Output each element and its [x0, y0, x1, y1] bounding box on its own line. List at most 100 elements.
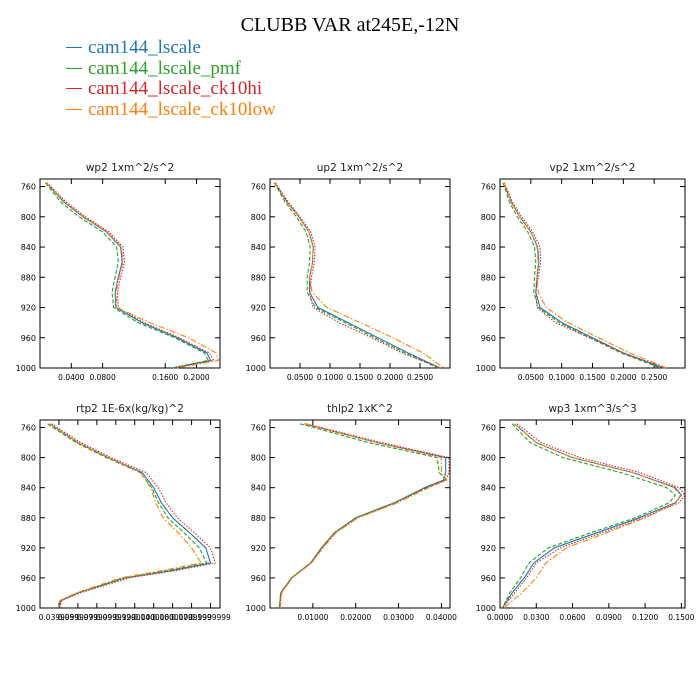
y-tick-label: 800	[481, 454, 496, 463]
y-tick-label: 800	[21, 213, 36, 222]
chart-title: vp2 1xm^2/s^2	[550, 162, 636, 174]
y-tick-label: 840	[21, 243, 36, 252]
x-tick-label: 0.04000	[426, 613, 457, 622]
legend: cam144_lscale cam144_lscale_pmf cam144_l…	[66, 37, 276, 121]
y-tick-label: 1000	[16, 364, 36, 373]
y-tick-label: 760	[481, 183, 496, 192]
x-tick-label: 0.1999999	[190, 613, 231, 622]
y-tick-label: 920	[21, 544, 36, 553]
series-line	[49, 423, 212, 609]
series-line	[279, 423, 448, 609]
series-line	[502, 182, 661, 369]
chart-panel: wp3 1xm^3/s^3 760 800 840 880 920 960 10000.000…	[476, 403, 695, 622]
x-tick-label: 0.0400	[58, 373, 84, 382]
x-tick-label: 0.1200000	[114, 613, 155, 622]
x-tick-label: 0.0799999	[77, 613, 118, 622]
y-tick-label: 840	[481, 243, 496, 252]
series-line	[503, 182, 664, 369]
y-tick-label: 1000	[246, 364, 266, 373]
x-tick-label: 0.0399999	[39, 613, 80, 622]
x-tick-label: 0.1799999	[171, 613, 212, 622]
x-tick-label: 0.1500	[347, 373, 373, 382]
series-line	[46, 182, 215, 369]
y-tick-label: 920	[251, 304, 266, 313]
x-tick-label: 0.2500	[407, 373, 433, 382]
y-tick-label: 760	[21, 183, 36, 192]
series-line	[49, 423, 202, 609]
x-tick-label: 0.0800	[89, 373, 115, 382]
y-tick-label: 760	[21, 424, 36, 433]
y-tick-label: 1000	[476, 364, 496, 373]
series-line	[503, 423, 681, 609]
x-tick-label: 0.0000	[487, 613, 513, 622]
x-tick-label: 0.0300	[523, 613, 549, 622]
legend-swatch	[66, 47, 82, 49]
x-tick-label: 0.1000	[317, 373, 343, 382]
x-tick-label: 0.03000	[383, 613, 414, 622]
y-tick-label: 960	[251, 334, 266, 343]
x-tick-label: 0.02000	[340, 613, 371, 622]
x-tick-label: 0.2500	[641, 373, 667, 382]
x-tick-label: 0.0500	[287, 373, 313, 382]
chart-panel: thlp2 1xK^2 760 800 840 880 920 960 1000 0.01000…	[246, 403, 458, 622]
legend-item: cam144_lscale_pmf	[66, 57, 276, 80]
y-tick-label: 800	[251, 454, 266, 463]
chart-panel: vp2 1xm^2/s^2 760 800 840 880 920 960 1000 0.050…	[476, 162, 686, 382]
plot-frame	[39, 178, 221, 369]
legend-label: cam144_lscale_pmf	[88, 57, 242, 79]
y-tick-label: 840	[21, 484, 36, 493]
page-title: CLUBB VAR at245E,-12N	[240, 14, 460, 36]
legend-item: cam144_lscale_ck10hi	[66, 78, 276, 100]
series-line	[273, 182, 439, 369]
x-tick-label: 0.2000	[377, 373, 403, 382]
y-tick-label: 760	[251, 424, 266, 433]
y-tick-label: 880	[481, 273, 496, 282]
x-tick-label: 0.0600	[559, 613, 585, 622]
y-tick-label: 920	[481, 304, 496, 313]
chart-panel: rtp2 1E-6x(kg/kg)^2 760 800 840 880 920 960 100…	[16, 403, 231, 622]
x-tick-label: 0.1200	[632, 613, 658, 622]
series-line	[501, 423, 682, 609]
plot-frame	[39, 419, 221, 609]
y-tick-label: 960	[481, 334, 496, 343]
y-tick-label: 800	[21, 454, 36, 463]
legend-item: cam144_lscale	[66, 37, 276, 59]
y-tick-label: 960	[481, 574, 496, 583]
y-tick-label: 800	[481, 213, 496, 222]
series-line	[274, 182, 445, 369]
legend-swatch	[66, 108, 82, 110]
y-tick-label: 840	[251, 243, 266, 252]
y-tick-label: 1000	[16, 604, 36, 613]
x-tick-label: 0.1000	[549, 373, 575, 382]
legend-swatch	[66, 88, 82, 90]
plot-frame	[269, 419, 451, 609]
series-line	[503, 182, 666, 369]
y-tick-label: 920	[481, 544, 496, 553]
chart-panel: wp2 1xm^2/s^2 760 800 840 880 920 960 1000 0.040…	[16, 162, 221, 382]
legend-label: cam144_lscale	[88, 37, 201, 58]
y-tick-label: 1000	[246, 604, 266, 613]
series-line	[51, 423, 216, 609]
x-tick-label: 0.2000	[183, 373, 209, 382]
legend-label: cam144_lscale_ck10low	[88, 98, 276, 120]
x-tick-label: 0.01000	[297, 613, 328, 622]
y-tick-label: 960	[21, 574, 36, 583]
series-line	[45, 182, 209, 369]
y-tick-label: 880	[481, 514, 496, 523]
x-tick-label: 0.1600	[152, 373, 178, 382]
chart-title: up2 1xm^2/s^2	[317, 162, 403, 174]
x-tick-label: 0.1500	[668, 613, 694, 622]
chart-title: thlp2 1xK^2	[327, 403, 393, 415]
series-line	[279, 423, 450, 609]
series-line	[274, 182, 442, 369]
legend-swatch	[66, 67, 82, 69]
series-line	[45, 182, 219, 369]
series-line	[501, 423, 676, 609]
x-tick-label: 0.2000	[610, 373, 636, 382]
y-tick-label: 920	[251, 544, 266, 553]
series-line	[47, 423, 208, 609]
legend-label: cam144_lscale_ck10hi	[88, 78, 263, 99]
y-tick-label: 920	[21, 304, 36, 313]
legend-item: cam144_lscale_ck10low	[66, 98, 276, 121]
